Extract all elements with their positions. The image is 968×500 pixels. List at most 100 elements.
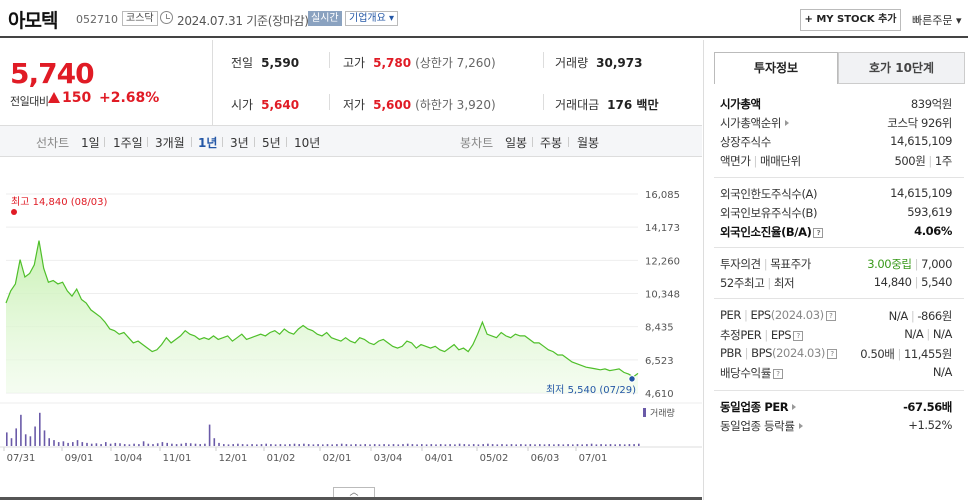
volume-bar	[260, 444, 263, 447]
stock-name: 아모텍	[8, 10, 58, 32]
current-price: 5,740	[10, 57, 95, 90]
volume-bar	[29, 436, 32, 447]
tab-invest-info[interactable]: 투자정보	[714, 52, 838, 84]
y-tick-label: 8,435	[645, 323, 674, 334]
divider	[532, 137, 533, 147]
help-icon[interactable]: ?	[772, 369, 783, 379]
volume-bar	[350, 444, 352, 446]
volume-bar	[633, 444, 635, 447]
period-1w[interactable]: 1주일	[113, 136, 143, 150]
y-tick-label: 14,173	[645, 223, 680, 234]
arrow-right-icon[interactable]	[792, 404, 797, 410]
volume-bar	[293, 443, 296, 446]
low-label: 최저 5,540 (07/29)	[546, 384, 636, 396]
volume-bar	[307, 444, 310, 447]
quote-date: 2024.07.31 기준(장마감)	[177, 14, 309, 28]
volume-bar	[279, 444, 282, 447]
volume-bar	[553, 444, 555, 446]
arrow-right-icon[interactable]	[785, 120, 790, 126]
help-icon[interactable]: ?	[825, 311, 836, 321]
clock-icon	[160, 11, 173, 24]
realtime-button[interactable]: 실시간	[308, 11, 342, 26]
candle-daily[interactable]: 일봉	[505, 136, 528, 150]
volume-bar	[628, 444, 631, 447]
period-3y[interactable]: 3년	[230, 136, 249, 150]
company-info-dropdown[interactable]: 기업개요 ▾	[345, 11, 398, 26]
volume-bar	[482, 444, 484, 447]
x-tick-label: 02/01	[323, 453, 352, 464]
volume-bar	[463, 444, 466, 447]
volume-bar	[430, 444, 433, 447]
volume-bar	[133, 443, 135, 446]
change-label: 전일대비	[10, 95, 49, 108]
period-1y[interactable]: 1년	[198, 136, 218, 150]
info-row-pbr: PBR | BPS(2024.03)? 0.50배 | 11,455원	[720, 346, 952, 361]
arrow-right-icon[interactable]	[798, 423, 803, 429]
volume-bar	[119, 443, 121, 446]
volume-bar	[421, 444, 423, 447]
period-5y[interactable]: 5년	[262, 136, 281, 150]
volume-bar	[109, 443, 112, 446]
period-10y[interactable]: 10년	[294, 136, 321, 150]
volume-bar	[572, 444, 574, 446]
tab-hoga-10[interactable]: 호가 10단계	[838, 52, 965, 84]
divider	[543, 52, 544, 68]
volume-bar	[534, 444, 536, 446]
volume-bar	[355, 444, 357, 447]
volume-bar	[491, 444, 494, 447]
price-chart[interactable]: 16,08514,17312,26010,3488,4356,5234,610 …	[0, 157, 702, 487]
volume-bar	[246, 444, 249, 446]
volume-bar	[194, 443, 197, 446]
volume-bar	[595, 444, 598, 446]
candle-monthly[interactable]: 월봉	[577, 136, 600, 150]
volume-bar	[435, 444, 437, 446]
add-mystock-button[interactable]: + MY STOCK 추가	[800, 9, 901, 31]
volume-bar	[557, 444, 560, 447]
volume-bar	[138, 444, 140, 447]
divider	[104, 137, 105, 147]
volume-bar	[539, 444, 541, 447]
x-tick-label: 05/02	[480, 453, 509, 464]
volume-bar	[53, 440, 55, 446]
volume-bar	[15, 428, 17, 446]
volume-bar	[406, 443, 409, 446]
divider	[147, 137, 148, 147]
help-icon[interactable]: ?	[793, 331, 804, 341]
volume-bar	[515, 444, 517, 446]
candle-weekly[interactable]: 주봉	[540, 136, 563, 150]
volume-bar	[623, 444, 626, 446]
x-tick-label: 10/04	[114, 453, 143, 464]
volume-bar	[510, 444, 513, 447]
volume-bar	[227, 444, 230, 446]
volume-bar	[189, 443, 192, 446]
volume-bar	[175, 444, 178, 447]
volume-bar	[416, 444, 418, 446]
collapse-chart-button[interactable]: ︿	[333, 487, 375, 498]
volume-bar	[171, 443, 173, 446]
info-row-foreign-hold: 외국인보유주식수(B) 593,619	[720, 205, 952, 220]
divider	[714, 247, 964, 248]
x-tick-label: 12/01	[219, 453, 248, 464]
volume-bar	[444, 444, 447, 446]
volume-bar	[392, 444, 395, 447]
high-marker	[11, 209, 17, 215]
volume-bar	[24, 434, 27, 446]
prev-close: 전일 5,590	[231, 56, 300, 70]
help-icon[interactable]: ?	[813, 228, 824, 238]
divider	[714, 298, 964, 299]
quick-order-dropdown[interactable]: 빠른주문 ▾	[912, 14, 962, 27]
volume-bar	[458, 443, 461, 446]
volume-bar	[123, 444, 126, 447]
volume-bar	[439, 444, 442, 447]
day-low: 저가 5,600 (하한가 3,920)	[343, 98, 496, 112]
period-1d[interactable]: 1일	[81, 136, 100, 150]
stock-code: 052710	[76, 13, 118, 26]
help-icon[interactable]: ?	[826, 349, 837, 359]
line-chart-label[interactable]: 선차트	[36, 136, 70, 150]
info-row-industry-rate: 동일업종 등락률 +1.52%	[720, 418, 952, 433]
period-3m[interactable]: 3개월	[155, 136, 185, 150]
volume-bar	[520, 444, 522, 447]
info-row-est-per: 추정PER | EPS? N/A | N/A	[720, 327, 952, 342]
x-tick-label: 03/04	[374, 453, 403, 464]
candle-chart-label[interactable]: 봉차트	[460, 136, 494, 150]
